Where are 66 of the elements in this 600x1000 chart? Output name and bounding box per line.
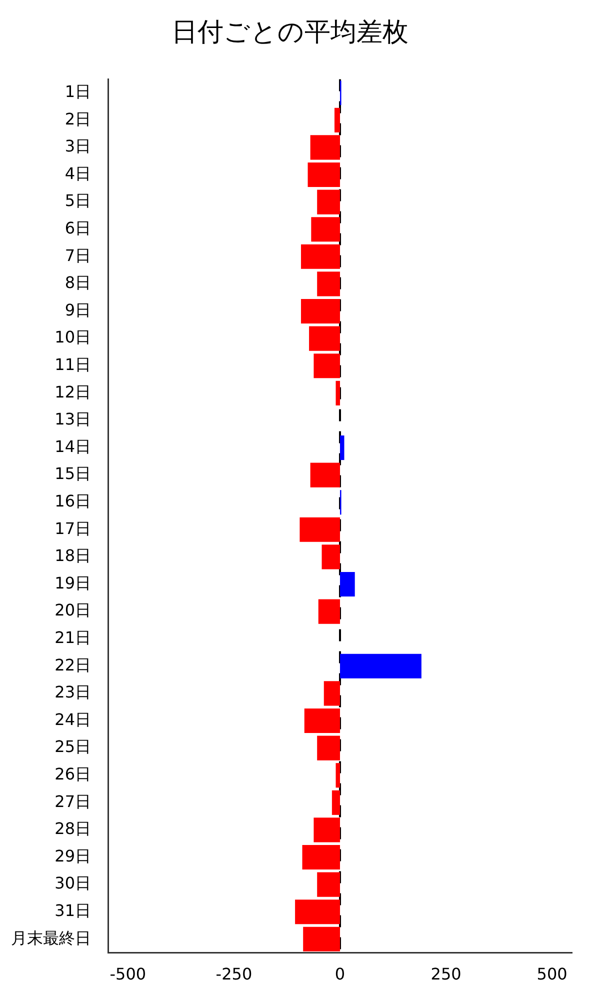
y-tick-label: 26日: [54, 764, 91, 784]
y-tick-label: 18日: [54, 546, 91, 566]
bar: [317, 190, 340, 214]
x-tick-label: 500: [536, 964, 568, 984]
y-tick-label: 23日: [54, 682, 91, 702]
bar: [300, 517, 340, 542]
bar: [314, 818, 340, 842]
y-tick-label: 12日: [54, 382, 91, 402]
x-tick-label: -500: [110, 964, 146, 984]
y-tick-label: 6日: [64, 218, 91, 238]
y-tick-label: 13日: [54, 410, 91, 429]
x-tick-label: 250: [430, 964, 462, 984]
bar: [314, 354, 340, 378]
bar: [300, 298, 340, 324]
bar: [311, 217, 340, 242]
y-tick-label: 22日: [54, 655, 91, 674]
y-tick-label: 8日: [64, 273, 91, 292]
y-tick-label: 28日: [54, 819, 91, 838]
y-tick-label: 25日: [54, 737, 91, 756]
x-tick-label: 0: [334, 964, 346, 984]
y-tick-label: 15日: [54, 464, 91, 484]
y-tick-label: 17日: [54, 518, 91, 538]
y-tick-label: 20日: [54, 600, 91, 620]
y-tick-label: 21日: [54, 628, 91, 648]
y-tick-label: 4日: [64, 164, 91, 183]
bar: [317, 872, 340, 897]
bar: [340, 654, 422, 678]
bar: [295, 900, 340, 924]
y-tick-label: 30日: [54, 874, 91, 893]
y-tick-label: 27日: [54, 792, 91, 811]
chart-title: 日付ごとの平均差枚: [172, 17, 408, 48]
y-tick-label: 24日: [54, 710, 91, 729]
bar: [318, 599, 340, 624]
bar: [308, 162, 340, 188]
bar: [322, 544, 340, 570]
y-tick-label: 月末最終日: [11, 928, 91, 948]
bar: [340, 435, 344, 460]
bar: [340, 572, 355, 597]
x-tick-label: -250: [216, 964, 252, 984]
bar: [309, 326, 340, 351]
y-tick-label: 10日: [54, 328, 91, 347]
y-tick-label: 31日: [54, 901, 91, 920]
y-tick-label: 3日: [64, 136, 91, 156]
bar: [303, 926, 340, 952]
y-tick-label: 5日: [64, 191, 91, 210]
y-tick-label: 11日: [54, 355, 91, 374]
y-tick-label: 29日: [54, 846, 91, 866]
bar: [317, 736, 340, 760]
bar: [334, 108, 340, 132]
bar: [336, 380, 340, 406]
y-tick-label: 1日: [64, 82, 91, 102]
y-tick-label: 19日: [54, 573, 91, 592]
bar: [310, 462, 340, 488]
bar: [332, 790, 340, 815]
bar: [310, 135, 340, 160]
bar: [304, 708, 340, 734]
bar: [317, 272, 340, 296]
y-tick-label: 9日: [64, 300, 91, 320]
bar: [302, 844, 340, 870]
bar: [300, 244, 340, 269]
y-tick-label: 16日: [54, 492, 91, 511]
y-tick-label: 7日: [64, 246, 91, 265]
bar: [336, 763, 340, 788]
bar: [324, 681, 340, 706]
y-tick-label: 14日: [54, 436, 91, 456]
y-tick-label: 2日: [64, 109, 91, 128]
